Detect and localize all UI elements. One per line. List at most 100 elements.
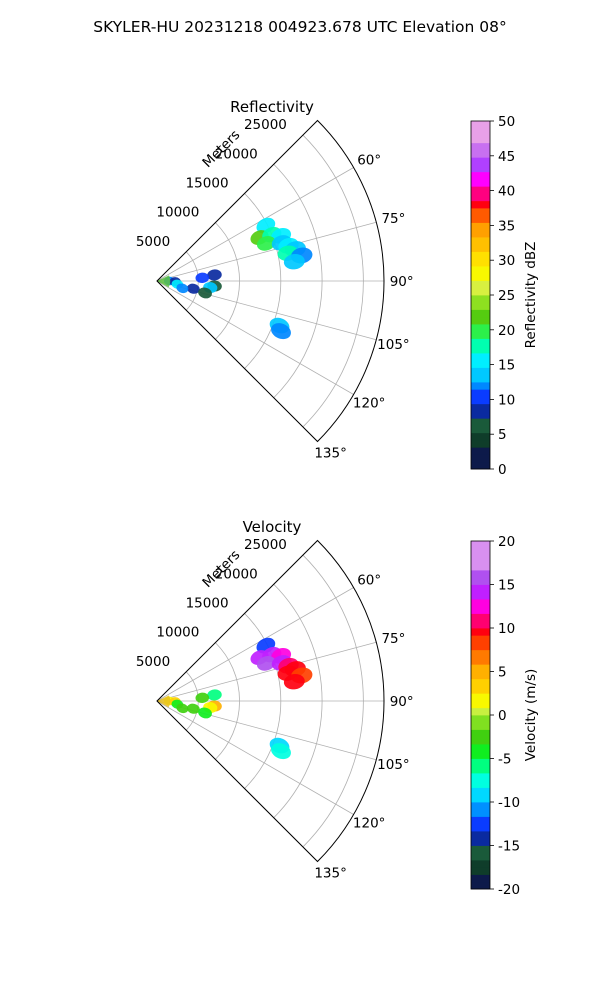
colorbar-tick-label: -5	[498, 752, 511, 768]
range-tick-label: 10000	[156, 625, 199, 641]
range-tick-label: 10000	[156, 205, 199, 221]
colorbar-segment	[471, 411, 490, 419]
echo-mark	[283, 253, 305, 270]
colorbar-segment	[471, 432, 490, 441]
azimuth-tick-label: 90°	[390, 274, 414, 290]
colorbar-segment	[471, 338, 490, 347]
colorbar-segment	[471, 678, 490, 687]
colorbar-segment	[471, 309, 490, 318]
colorbar-tick-label: -20	[498, 882, 520, 898]
colorbar-tick-label: 0	[498, 462, 507, 478]
colorbar-segment	[471, 200, 490, 209]
colorbar-segment	[471, 440, 490, 448]
colorbar-segment	[471, 403, 490, 412]
colorbar-segment	[471, 273, 490, 281]
echo-mark	[198, 287, 212, 299]
sector-outline	[156, 539, 385, 863]
azimuth-tick-label: 120°	[353, 815, 386, 831]
colorbar-segment	[471, 193, 490, 202]
colorbar-tick-label: 15	[498, 358, 515, 374]
range-tick-label: 20000	[215, 566, 258, 582]
colorbar-tick-label: 20	[498, 534, 515, 550]
azimuth-tick-label: 135°	[314, 866, 347, 882]
colorbar-segment	[471, 628, 490, 636]
colorbar-segment	[471, 425, 490, 434]
colorbar-segment	[471, 823, 490, 832]
colorbar-tick-label: 5	[498, 427, 507, 443]
colorbar-label: Reflectivity dBZ	[523, 242, 539, 349]
colorbar-segment	[471, 171, 490, 180]
colorbar-segment	[471, 447, 490, 455]
colorbar-segment	[471, 838, 490, 846]
colorbar-segment	[471, 396, 490, 405]
echo-mark	[198, 707, 212, 719]
colorbar-tick-label: 5	[498, 665, 507, 681]
colorbar-segment	[471, 555, 490, 564]
colorbar-tick-label: 30	[498, 253, 515, 269]
colorbar-segment	[471, 852, 490, 861]
range-tick-label: 15000	[186, 175, 229, 191]
azimuth-tick-label: 90°	[390, 694, 414, 710]
colorbar-segment	[471, 881, 490, 890]
colorbar-segment	[471, 208, 490, 216]
echo-mark	[176, 703, 189, 714]
colorbar-segment	[471, 229, 490, 238]
colorbar-tick-label: 20	[498, 323, 515, 339]
range-tick-label: 5000	[136, 234, 170, 250]
azimuth-gridline	[156, 167, 354, 282]
colorbar-segment	[471, 548, 490, 556]
colorbar-segment	[471, 809, 490, 817]
azimuth-tick-label: 75°	[381, 211, 405, 227]
colorbar-segment	[471, 642, 490, 651]
colorbar-segment	[471, 280, 490, 289]
colorbar-segment	[471, 707, 490, 716]
colorbar-segment	[471, 251, 490, 260]
azimuth-gridline	[156, 221, 377, 282]
colorbar-segment	[471, 700, 490, 709]
echo-mark	[256, 236, 276, 251]
azimuth-tick-label: 105°	[377, 757, 410, 773]
colorbar-segment	[471, 367, 490, 376]
colorbar-segment	[471, 780, 490, 788]
colorbar-segment	[471, 591, 490, 600]
colorbar-segment	[471, 324, 490, 332]
near-range-echo	[157, 695, 171, 708]
colorbar-segment	[471, 606, 490, 614]
colorbar-segment	[471, 454, 490, 463]
colorbar-segment	[471, 331, 490, 339]
azimuth-tick-label: 75°	[381, 631, 405, 647]
echo-mark	[207, 269, 222, 281]
colorbar-segment	[471, 186, 490, 194]
colorbar-segment	[471, 867, 490, 875]
colorbar-segment	[471, 345, 490, 354]
figure-title: SKYLER-HU 20231218 004923.678 UTC Elevat…	[93, 18, 507, 36]
colorbar-segment	[471, 418, 490, 426]
colorbar-segment	[471, 635, 490, 643]
panel-title: Velocity	[243, 518, 302, 536]
echo-mark	[271, 743, 291, 760]
range-tick-label: 25000	[244, 537, 287, 553]
colorbar-segment	[471, 620, 490, 629]
colorbar-segment	[471, 215, 490, 223]
colorbar-tick-label: 45	[498, 149, 515, 165]
azimuth-tick-label: 135°	[314, 446, 347, 462]
colorbar-segment	[471, 150, 490, 158]
echo-mark	[176, 283, 189, 294]
azimuth-tick-label: 60°	[357, 153, 381, 169]
echo-mark	[186, 283, 200, 294]
range-tick-label: 20000	[215, 146, 258, 162]
sector-outline	[156, 119, 385, 443]
colorbar-segment	[471, 613, 490, 622]
azimuth-tick-label: 105°	[377, 337, 410, 353]
range-tick-label: 25000	[244, 117, 287, 133]
azimuth-tick-label: 120°	[353, 395, 386, 411]
colorbar-segment	[471, 751, 490, 759]
colorbar-segment	[471, 244, 490, 252]
colorbar-segment	[471, 729, 490, 738]
colorbar-tick-label: 25	[498, 288, 515, 304]
colorbar-segment	[471, 222, 490, 231]
colorbar-segment	[471, 671, 490, 680]
